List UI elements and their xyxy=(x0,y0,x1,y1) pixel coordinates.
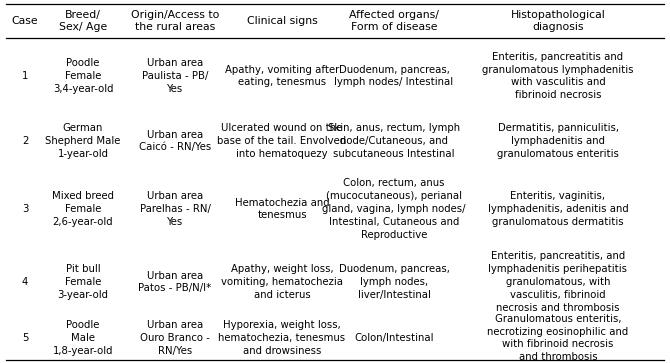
Text: 5: 5 xyxy=(21,333,28,343)
Text: Hyporexia, weight loss,
hematochezia, tenesmus
and drowsiness: Hyporexia, weight loss, hematochezia, te… xyxy=(218,320,346,356)
Text: Origin/Access to
the rural areas: Origin/Access to the rural areas xyxy=(131,9,219,32)
Text: Apathy, weight loss,
vomiting, hematochezia
and icterus: Apathy, weight loss, vomiting, hematoche… xyxy=(221,264,343,300)
Text: Urban area
Parelhas - RN/
Yes: Urban area Parelhas - RN/ Yes xyxy=(139,191,210,227)
Text: Poodle
Male
1,8-year-old: Poodle Male 1,8-year-old xyxy=(53,320,113,356)
Text: Poodle
Female
3,4-year-old: Poodle Female 3,4-year-old xyxy=(53,58,113,94)
Text: 3: 3 xyxy=(22,204,28,214)
Text: Urban area
Patos - PB/N/I*: Urban area Patos - PB/N/I* xyxy=(139,270,212,293)
Text: Apathy, vomiting after
eating, tenesmus: Apathy, vomiting after eating, tenesmus xyxy=(225,65,339,87)
Text: 4: 4 xyxy=(22,277,28,287)
Text: Breed/
Sex/ Age: Breed/ Sex/ Age xyxy=(59,9,107,32)
Text: Enteritis, vaginitis,
lymphadenitis, adenitis and
granulomatous dermatitis: Enteritis, vaginitis, lymphadenitis, ade… xyxy=(488,191,628,227)
Text: Hematochezia and
tenesmus: Hematochezia and tenesmus xyxy=(234,197,330,220)
Text: Duodenum, pancreas,
lymph nodes,
liver/Intestinal: Duodenum, pancreas, lymph nodes, liver/I… xyxy=(338,264,450,300)
Text: 1: 1 xyxy=(22,71,28,81)
Text: Colon, rectum, anus
(mucocutaneous), perianal
gland, vagina, lymph nodes/
Intest: Colon, rectum, anus (mucocutaneous), per… xyxy=(322,178,466,240)
Text: Duodenum, pancreas,
lymph nodes/ Intestinal: Duodenum, pancreas, lymph nodes/ Intesti… xyxy=(334,65,454,87)
Text: Histopathological
diagnosis: Histopathological diagnosis xyxy=(511,9,606,32)
Text: Ulcerated wound on the
base of the tail. Envolved
into hematoquezy: Ulcerated wound on the base of the tail.… xyxy=(218,123,346,159)
Text: Mixed breed
Female
2,6-year-old: Mixed breed Female 2,6-year-old xyxy=(52,191,114,227)
Text: Skin, anus, rectum, lymph
node/Cutaneous, and
subcutaneous Intestinal: Skin, anus, rectum, lymph node/Cutaneous… xyxy=(328,123,460,159)
Text: Pit bull
Female
3-year-old: Pit bull Female 3-year-old xyxy=(58,264,109,300)
Text: 2: 2 xyxy=(22,136,28,146)
Text: German
Shepherd Male
1-year-old: German Shepherd Male 1-year-old xyxy=(46,123,121,159)
Text: Case: Case xyxy=(11,16,38,26)
Text: Granulomatous enteritis,
necrotizing eosinophilic and
with fibrinoid necrosis
an: Granulomatous enteritis, necrotizing eos… xyxy=(487,314,628,362)
Text: Dermatitis, panniculitis,
lymphadenitis and
granulomatous enteritis: Dermatitis, panniculitis, lymphadenitis … xyxy=(497,123,619,159)
Text: Affected organs/
Form of disease: Affected organs/ Form of disease xyxy=(349,9,439,32)
Text: Urban area
Ouro Branco -
RN/Yes: Urban area Ouro Branco - RN/Yes xyxy=(140,320,210,356)
Text: Urban area
Paulista - PB/
Yes: Urban area Paulista - PB/ Yes xyxy=(142,58,208,94)
Text: Colon/Intestinal: Colon/Intestinal xyxy=(354,333,433,343)
Text: Enteritis, pancreatitis and
granulomatous lymphadenitis
with vasculitis and
fibr: Enteritis, pancreatitis and granulomatou… xyxy=(482,52,634,100)
Text: Enteritis, pancreatitis, and
lymphadenitis perihepatitis
granulomatous, with
vas: Enteritis, pancreatitis, and lymphadenit… xyxy=(488,252,628,313)
Text: Clinical signs: Clinical signs xyxy=(247,16,318,26)
Text: Urban area
Caicó - RN/Yes: Urban area Caicó - RN/Yes xyxy=(139,130,211,152)
